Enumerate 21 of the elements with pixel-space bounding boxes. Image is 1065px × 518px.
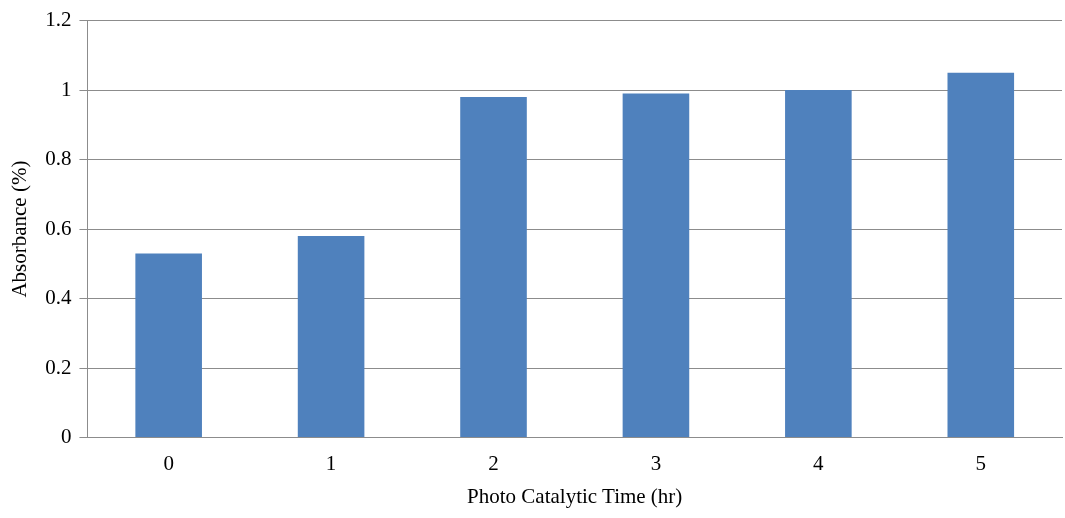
- x-tick-label: 5: [975, 450, 987, 475]
- bar: [135, 253, 202, 438]
- y-tick-label: 0.2: [45, 354, 72, 379]
- y-axis-title: Absorbance (%): [7, 160, 32, 298]
- bar: [947, 72, 1015, 438]
- y-tick-label: 1.2: [45, 7, 72, 32]
- x-tick-label: 1: [325, 450, 337, 475]
- x-axis-title: Photo Catalytic Time (hr): [467, 483, 683, 508]
- y-tick-label: 0.6: [45, 215, 72, 240]
- y-tick-label: 0.8: [45, 146, 72, 171]
- bar: [622, 93, 690, 438]
- x-tick-label: 2: [488, 450, 499, 475]
- y-tick-label: 0: [60, 424, 72, 449]
- x-tick-label: 0: [163, 450, 174, 475]
- y-tick-label: 1: [60, 76, 72, 101]
- bar: [460, 97, 527, 438]
- bar: [297, 236, 365, 438]
- x-tick-label: 4: [813, 450, 825, 475]
- bar: [785, 90, 852, 438]
- y-tick-label: 0.4: [45, 285, 72, 310]
- x-tick-label: 3: [650, 450, 662, 475]
